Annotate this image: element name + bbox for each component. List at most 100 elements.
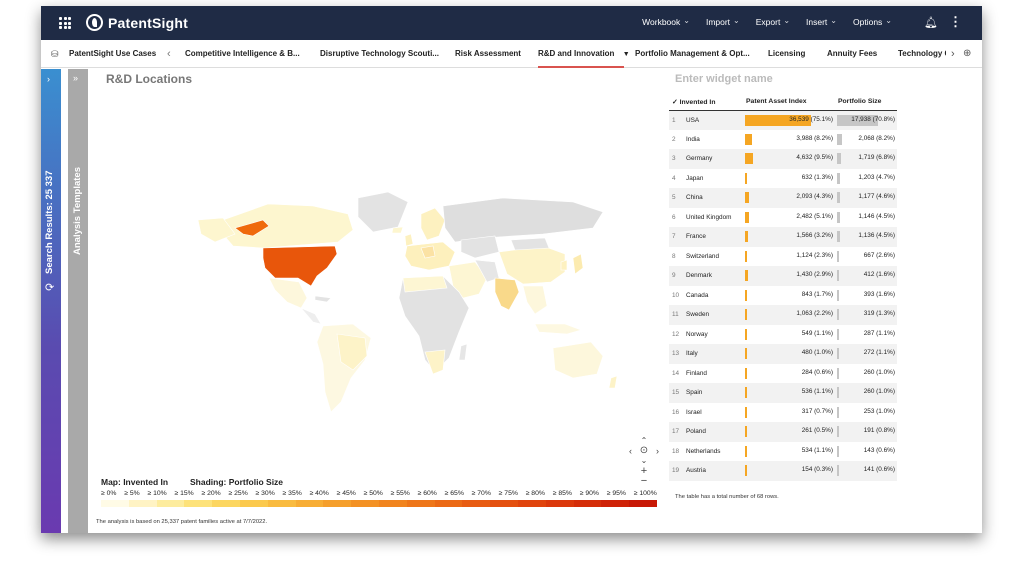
row-country[interactable]: Sweden: [683, 305, 743, 325]
widget-name-input[interactable]: Enter widget name: [675, 73, 773, 85]
map-iceland: [391, 226, 404, 234]
table-row[interactable]: 17 Poland 261 (0.5%) 191 (0.8%): [669, 422, 897, 442]
tab-portfolio-management[interactable]: Portfolio Management & Opt...: [635, 49, 750, 58]
map-kazakhstan: [460, 235, 500, 259]
table-row[interactable]: 18 Netherlands 534 (1.1%) 143 (0.6%): [669, 442, 897, 462]
row-country[interactable]: United Kingdom: [686, 213, 732, 221]
menu-export[interactable]: Export: [756, 17, 790, 27]
zoom-out-icon[interactable]: −: [640, 475, 648, 487]
map-iran: [474, 259, 500, 283]
pan-right-icon[interactable]: ›: [655, 445, 659, 456]
menu-insert[interactable]: Insert: [806, 17, 837, 27]
table-row[interactable]: 14 Finland 284 (0.6%) 260 (1.0%): [669, 364, 897, 384]
header-invented-in[interactable]: ✓ Invented In: [669, 94, 743, 111]
row-rank: 8: [672, 252, 676, 260]
refresh-icon[interactable]: ⟳: [45, 282, 55, 294]
row-country[interactable]: Canada: [686, 291, 709, 299]
pai-value: 549 (1.1%): [801, 329, 833, 337]
app-logo[interactable]: PatentSight: [86, 14, 188, 31]
row-country[interactable]: China: [683, 188, 743, 208]
row-country[interactable]: Japan: [686, 174, 704, 182]
menu-import[interactable]: Import: [706, 17, 740, 27]
legend-swatch: [629, 500, 657, 507]
tab-competitive-intelligence[interactable]: Competitive Intelligence & B...: [185, 49, 300, 58]
table-row[interactable]: 11 Sweden 1,063 (2.2%) 319 (1.3%): [669, 305, 897, 325]
tab-annuity-fees[interactable]: Annuity Fees: [827, 49, 878, 58]
table-row[interactable]: 13 Italy 480 (1.0%) 272 (1.1%): [669, 344, 897, 364]
tab-dropdown-icon[interactable]: ▼: [622, 51, 630, 58]
pai-bar: [745, 270, 748, 281]
tab-risk-assessment[interactable]: Risk Assessment: [455, 49, 521, 58]
legend-step-label: ≥ 75%: [498, 490, 518, 497]
row-country[interactable]: Spain: [683, 383, 743, 403]
pai-value: 1,430 (2.9%): [796, 271, 833, 278]
pan-left-icon[interactable]: ‹: [629, 445, 632, 456]
row-country[interactable]: Norway: [686, 330, 708, 338]
tab-technology[interactable]: Technology C: [898, 49, 946, 58]
table-row[interactable]: 5 China 2,093 (4.3%) 1,177 (4.6%): [669, 188, 897, 208]
table-row[interactable]: 9 Denmark 1,430 (2.9%) 412 (1.6%): [669, 266, 897, 286]
table-row[interactable]: 16 Israel 317 (0.7%) 253 (1.0%): [669, 403, 897, 423]
row-country[interactable]: Germany: [683, 149, 743, 169]
row-country[interactable]: Poland: [683, 422, 743, 442]
row-country[interactable]: India: [686, 135, 700, 143]
header-patent-asset-index[interactable]: Patent Asset Index: [743, 94, 835, 111]
map-uk: [404, 233, 414, 247]
more-vertical-icon[interactable]: ⋮: [949, 14, 962, 29]
expand-chevron-icon[interactable]: ›: [47, 74, 50, 84]
table-row[interactable]: 12 Norway 549 (1.1%) 287 (1.1%): [669, 325, 897, 345]
header-portfolio-size[interactable]: Portfolio Size: [835, 94, 897, 111]
legend-swatch: [573, 500, 602, 507]
tab-licensing[interactable]: Licensing: [768, 49, 806, 58]
row-country[interactable]: Austria: [683, 461, 743, 481]
table-row[interactable]: 2 India 3,988 (8.2%) 2,068 (8.2%): [669, 130, 897, 150]
legend-swatch: [378, 500, 407, 507]
table-row[interactable]: 15 Spain 536 (1.1%) 260 (1.0%): [669, 383, 897, 403]
tab-rd-innovation-label: R&D and Innovation: [538, 49, 615, 58]
apps-grid-icon[interactable]: [59, 17, 71, 29]
tabs-prev-chevron-icon[interactable]: ‹: [167, 48, 171, 60]
expand-double-chevron-icon[interactable]: »: [73, 73, 79, 83]
world-map[interactable]: [103, 102, 633, 432]
recenter-icon[interactable]: ⊙: [639, 445, 649, 456]
tab-patentsight-use-cases[interactable]: PatentSight Use Cases: [69, 49, 157, 58]
legend-swatch: [101, 500, 129, 507]
ps-bar: [837, 465, 839, 476]
table-row[interactable]: 8 Switzerland 1,124 (2.3%) 667 (2.6%): [669, 247, 897, 267]
menu-options[interactable]: Options: [853, 17, 892, 27]
tab-rd-innovation[interactable]: R&D and Innovation ▼: [538, 40, 630, 68]
pan-down-icon[interactable]: ⌄: [640, 456, 648, 465]
row-country[interactable]: Finland: [686, 369, 707, 377]
table-row[interactable]: 19 Austria 154 (0.3%) 141 (0.6%): [669, 461, 897, 481]
pai-bar: [745, 445, 747, 457]
row-country[interactable]: France: [683, 227, 743, 247]
legend-step-label: ≥ 60%: [417, 490, 437, 497]
search-results-panel[interactable]: › Search Results: 25 337 ⟳: [41, 69, 61, 533]
row-country[interactable]: Denmark: [683, 266, 743, 286]
tabs-next-chevron-icon[interactable]: ›: [951, 48, 955, 60]
pan-up-icon[interactable]: ⌃: [640, 436, 648, 445]
menu-workbook[interactable]: Workbook: [642, 17, 690, 27]
table-row[interactable]: 3 Germany 4,632 (9.5%) 1,719 (6.8%): [669, 149, 897, 169]
tab-disruptive-technology[interactable]: Disruptive Technology Scouti...: [320, 49, 439, 58]
add-tab-icon[interactable]: ⊕: [963, 48, 972, 59]
table-row[interactable]: 10 Canada 843 (1.7%) 393 (1.6%): [669, 286, 897, 306]
map-controls: ⌃ ‹ ⊙ › ⌄ + −: [629, 436, 659, 487]
map-germany: [420, 245, 436, 259]
map-china: [498, 245, 566, 285]
row-country[interactable]: USA: [683, 110, 743, 130]
table-row[interactable]: 1 USA 36,539 (75.1%) 17,938 (70.8%): [669, 110, 897, 130]
row-country[interactable]: Italy: [683, 344, 743, 364]
row-country[interactable]: Netherlands: [686, 447, 721, 455]
row-country[interactable]: Switzerland: [686, 252, 720, 260]
row-patent-asset-index: 1,063 (2.2%): [743, 305, 835, 325]
row-country[interactable]: Israel: [686, 408, 702, 416]
analysis-templates-panel[interactable]: » Analysis Templates: [68, 69, 88, 533]
ps-value: 412 (1.6%): [863, 271, 895, 278]
bell-icon[interactable]: 🔔︎: [924, 17, 938, 29]
zoom-in-icon[interactable]: +: [640, 465, 648, 477]
row-rank: 11: [669, 305, 683, 325]
table-row[interactable]: 6 United Kingdom 2,482 (5.1%) 1,146 (4.5%): [669, 208, 897, 228]
table-row[interactable]: 7 France 1,566 (3.2%) 1,136 (4.5%): [669, 227, 897, 247]
table-row[interactable]: 4 Japan 632 (1.3%) 1,203 (4.7%): [669, 169, 897, 189]
